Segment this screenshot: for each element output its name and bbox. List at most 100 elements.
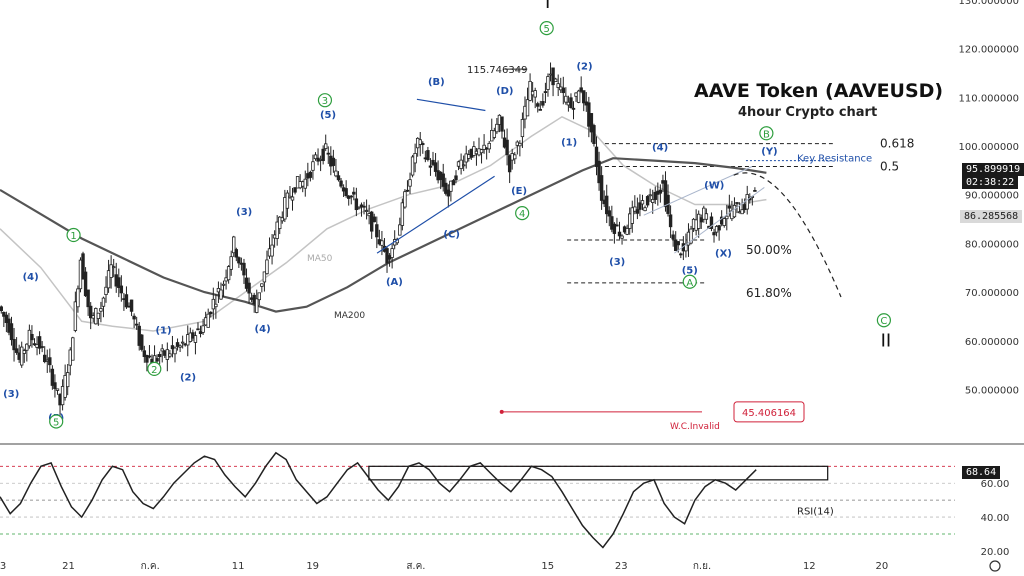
- candle-body: [569, 97, 573, 109]
- candle-body: [625, 228, 629, 235]
- time-tick-label: 21: [62, 561, 75, 572]
- candle-body: [354, 198, 359, 211]
- candle-body: [173, 347, 177, 355]
- candle-body: [459, 159, 463, 169]
- candle-body: [196, 328, 200, 331]
- candle-body: [538, 108, 543, 111]
- candle-body: [651, 198, 655, 203]
- time-tick-label: 3: [0, 561, 6, 572]
- candle-body: [546, 76, 550, 90]
- candle-body: [671, 234, 675, 240]
- candle-body: [270, 244, 274, 257]
- wave-circle-green: [66, 227, 81, 243]
- candle-body: [352, 191, 356, 195]
- candle-body: [571, 107, 576, 110]
- candle-body: [119, 285, 124, 294]
- channel-lower: [674, 187, 765, 254]
- wave-label-blue: (A): [386, 277, 403, 288]
- time-tick-label: 15: [541, 561, 554, 572]
- candle-body: [712, 232, 716, 236]
- candle-body: [285, 192, 290, 209]
- candle-body: [551, 67, 555, 86]
- current-price-tag: 86.285568: [960, 210, 1023, 223]
- wave-label-blue: (1): [561, 138, 577, 149]
- candle-body: [479, 149, 484, 154]
- candle-body: [507, 155, 512, 173]
- candle-body: [48, 357, 52, 366]
- candle-body: [444, 182, 448, 194]
- candle-body: [704, 213, 709, 220]
- candle-body: [293, 187, 297, 193]
- candle-body: [612, 223, 617, 234]
- candle-body: [699, 217, 703, 223]
- rsi-line: [0, 451, 757, 549]
- candle-body: [615, 224, 619, 227]
- candle-body: [362, 205, 366, 208]
- chart-title: AAVE Token (AAVEUSD): [694, 80, 944, 102]
- candle-body: [357, 206, 361, 209]
- candle-body: [709, 216, 714, 229]
- candle-body: [364, 210, 369, 212]
- fib-618-label: 0.618: [880, 137, 914, 151]
- candle-body: [260, 283, 264, 287]
- price-tick-label: 90.000000: [965, 191, 1019, 202]
- wave-label-black: II: [881, 331, 892, 352]
- candle-body: [331, 157, 336, 166]
- invalidation-label: W.C.Invalid: [670, 422, 720, 432]
- wave-label-blue: (2): [576, 62, 592, 73]
- settings-gear-icon[interactable]: [989, 560, 1001, 572]
- candle-body: [589, 113, 594, 133]
- candle-body: [372, 216, 376, 223]
- price-tick-label: 130.000000: [959, 0, 1019, 7]
- candle-body: [410, 156, 415, 176]
- wave-label-blue: (B): [428, 77, 445, 88]
- wave-label-blue: (Y): [761, 146, 777, 157]
- candle-body: [242, 262, 246, 276]
- candle-body: [290, 196, 295, 201]
- candle-body: [421, 143, 425, 146]
- candle-body: [104, 286, 108, 295]
- invalidation-price: 45.406164: [742, 408, 796, 419]
- candle-body: [599, 175, 604, 201]
- invalidation-dot: [499, 409, 504, 414]
- wave-circle-green: [147, 361, 162, 376]
- time-axis: 3 21 ก.ค. 11 19 ส.ค. 15 23 ก.ย. 12 20: [0, 560, 1001, 572]
- candle-body: [461, 164, 466, 167]
- candle-body: [640, 200, 645, 205]
- candle-body: [495, 123, 499, 133]
- wave-label-blue: (3): [236, 207, 252, 218]
- wave-label-blue: (3): [3, 389, 19, 400]
- wave-label-green: 1: [70, 231, 76, 242]
- candle-body: [653, 191, 657, 200]
- wave-label-green: 5: [544, 24, 550, 35]
- candle-body: [482, 144, 486, 150]
- wave-label-blue: (4): [652, 142, 668, 153]
- candle-body: [428, 165, 433, 168]
- candle-body: [55, 388, 60, 391]
- candle-body: [635, 209, 640, 214]
- candle-body: [375, 224, 379, 238]
- candle-body: [168, 353, 172, 357]
- candle-body: [579, 87, 583, 92]
- candle-body: [607, 210, 611, 217]
- rsi-current-tag: 68.64: [962, 466, 1001, 479]
- candle-body: [313, 154, 318, 160]
- candle-body: [37, 336, 42, 349]
- candle-body: [40, 346, 44, 348]
- candle-body: [221, 283, 226, 286]
- candle-body: [663, 180, 668, 208]
- candle-body: [201, 325, 205, 333]
- candle-body: [413, 152, 417, 164]
- ma200-line: [0, 157, 767, 313]
- wave-label-blue: (W): [704, 180, 724, 191]
- candle-body: [727, 205, 732, 209]
- triangle-upper-line: [416, 98, 486, 112]
- candle-body: [380, 240, 384, 246]
- candle-body: [605, 195, 609, 215]
- candle-body: [50, 368, 55, 386]
- price-tick-label: 60.000000: [965, 337, 1019, 348]
- candle-body: [454, 175, 458, 181]
- price-tick-label: 80.000000: [965, 239, 1019, 250]
- price-tick-label: 100.000000: [959, 142, 1019, 153]
- candle-body: [344, 188, 348, 197]
